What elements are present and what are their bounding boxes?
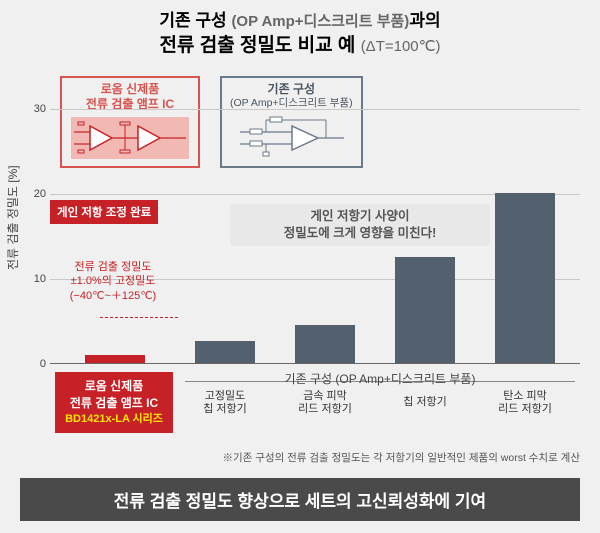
chart-area: 전류 검출 정밀도 [%] 0 10 20 30 게인 저항 조정 완료 전류 검출 …	[0, 70, 600, 410]
bar-r1	[195, 341, 255, 363]
title-line2-a: 전류 검출 정밀도 비교 예	[159, 35, 355, 56]
bar-r4	[495, 193, 555, 363]
title-line1-c: 과의	[409, 11, 440, 30]
bar-new	[85, 355, 145, 363]
bottom-banner: 전류 검출 정밀도 향상으로 세트의 고신뢰성화에 기여	[20, 478, 580, 521]
y-tick-label: 30	[20, 103, 46, 115]
title-line1-a: 기존 구성	[159, 11, 226, 30]
bar-r3	[395, 257, 455, 363]
category-label-r4: 탄소 피막 리드 저항기	[485, 390, 565, 416]
category-labels-row: 로옴 신제품 전류 검출 앰프 IC BD1421x-LA 시리즈 기존 구성 …	[50, 370, 580, 430]
dashed-leader-line	[100, 317, 178, 318]
accuracy-note: 전류 검출 정밀도 ±1.0%의 고정밀도 (−40℃~＋125℃)	[48, 260, 178, 303]
impact-message-box: 게인 저항기 사양이 정밀도에 크게 영향을 미친다!	[230, 204, 490, 246]
category-label-r1: 고정밀도 칩 저항기	[185, 390, 265, 416]
title-line1-b: (OP Amp+디스크리트 부품)	[231, 13, 409, 30]
title-line2-b: (ΔT=100℃)	[361, 38, 441, 55]
conventional-group-label: 기존 구성 (OP Amp+디스크리트 부품)	[185, 370, 575, 387]
bar-r2	[295, 325, 355, 363]
y-tick-label: 20	[20, 188, 46, 200]
y-tick-label: 0	[20, 358, 46, 370]
new-product-label-line1: 로옴 신제품 전류 검출 앰프 IC	[61, 378, 167, 412]
impact-message-text: 게인 저항기 사양이 정밀도에 크게 영향을 미친다!	[284, 209, 437, 240]
category-label-r2: 금속 피막 리드 저항기	[285, 390, 365, 416]
chart-title: 기존 구성 (OP Amp+디스크리트 부품)과의 전류 검출 정밀도 비교 예…	[0, 0, 600, 63]
y-axis-label: 전류 검출 정밀도 [%]	[4, 165, 21, 270]
footnote: ※기존 구성의 전류 검출 정밀도는 각 저항기의 일반적인 제품의 worst…	[50, 450, 580, 465]
new-product-category-label: 로옴 신제품 전류 검출 앰프 IC BD1421x-LA 시리즈	[55, 372, 173, 433]
y-tick-label: 10	[20, 273, 46, 285]
gain-adjust-badge: 게인 저항 조정 완료	[50, 200, 158, 224]
category-label-r3: 칩 저항기	[385, 396, 465, 409]
new-product-series-label: BD1421x-LA 시리즈	[61, 412, 167, 427]
grid-line	[50, 109, 580, 110]
